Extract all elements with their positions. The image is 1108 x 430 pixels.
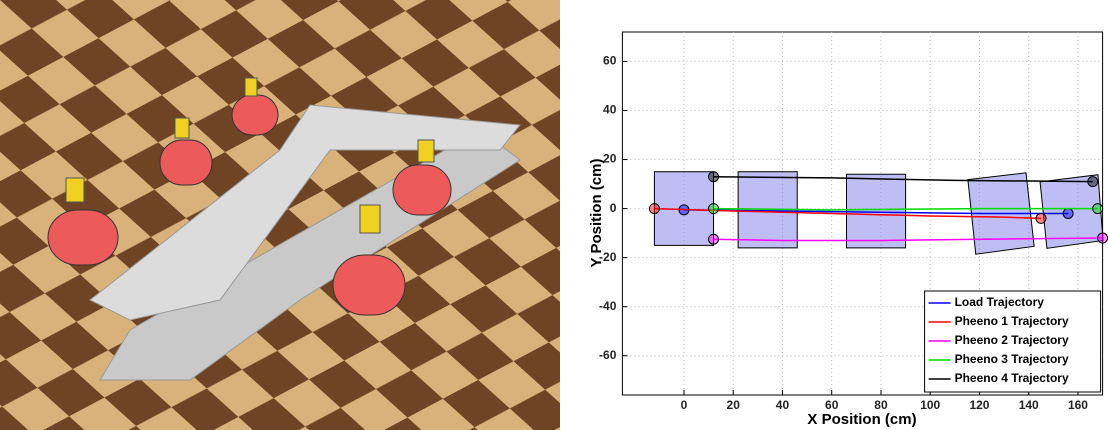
robot-head (66, 178, 84, 202)
endpoint-marker (709, 234, 719, 244)
x-tick-label: 120 (969, 398, 989, 412)
robot (232, 95, 278, 135)
endpoint-marker (1063, 209, 1073, 219)
robot (48, 210, 118, 265)
simulation-scene (0, 0, 560, 430)
endpoint-marker (1093, 204, 1103, 214)
x-tick-label: 40 (776, 398, 790, 412)
robot-head (360, 205, 380, 233)
robot-head (418, 140, 434, 162)
endpoint-marker (709, 172, 719, 182)
y-tick-label: -60 (599, 348, 617, 362)
x-tick-label: 160 (1068, 398, 1088, 412)
endpoint-marker (1088, 177, 1098, 187)
x-tick-label: 20 (727, 398, 741, 412)
endpoint-marker (1098, 233, 1108, 243)
x-tick-label: 140 (1019, 398, 1039, 412)
x-tick-label: 0 (681, 398, 688, 412)
legend-label: Pheeno 2 Trajectory (955, 333, 1069, 347)
legend-label: Load Trajectory (955, 295, 1045, 309)
x-axis-label: X Position (cm) (807, 411, 916, 428)
load-box (846, 174, 905, 248)
robot-head (245, 78, 257, 96)
legend-label: Pheeno 4 Trajectory (955, 371, 1069, 385)
endpoint-marker (709, 204, 719, 214)
y-tick-label: -20 (599, 250, 617, 264)
y-tick-label: 60 (603, 54, 617, 68)
endpoint-marker (649, 204, 659, 214)
x-tick-label: 80 (874, 398, 888, 412)
robot (160, 140, 212, 185)
legend-label: Pheeno 3 Trajectory (955, 352, 1069, 366)
endpoint-marker (1036, 213, 1046, 223)
x-tick-label: 60 (825, 398, 839, 412)
x-tick-label: 100 (920, 398, 940, 412)
y-tick-label: 20 (603, 152, 617, 166)
robot-head (175, 118, 189, 138)
robot (393, 165, 451, 215)
figure: X Position (cm) Y Position (cm) 02040608… (0, 0, 1108, 430)
y-tick-label: 0 (610, 201, 617, 215)
y-tick-label: 40 (603, 103, 617, 117)
robot (333, 255, 405, 315)
page: {"chart_data": {"type": "line", "xlabel"… (0, 0, 1108, 430)
y-tick-label: -40 (599, 299, 617, 313)
legend-label: Pheeno 1 Trajectory (955, 314, 1069, 328)
